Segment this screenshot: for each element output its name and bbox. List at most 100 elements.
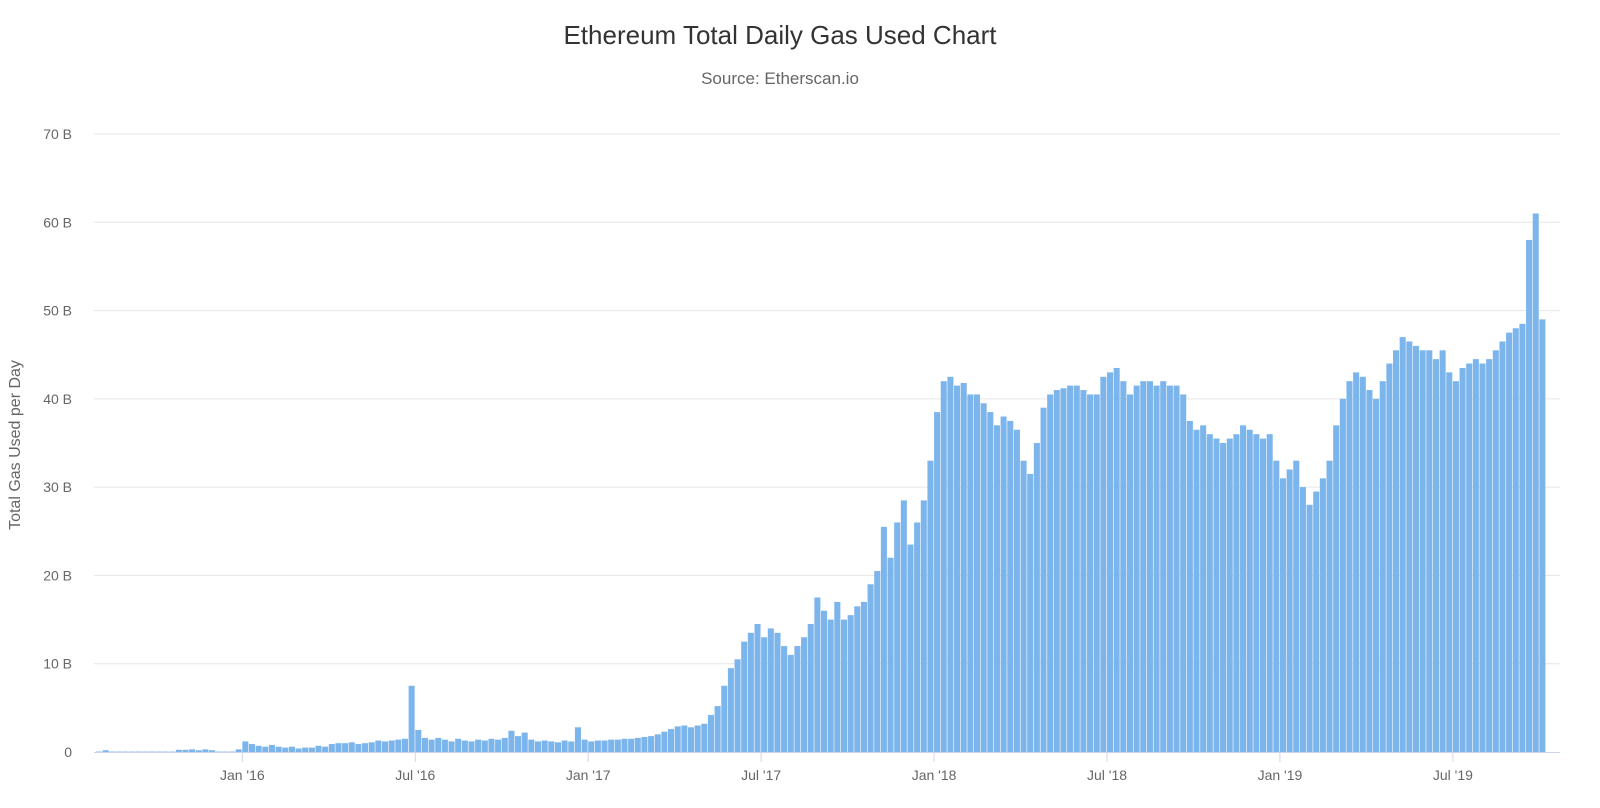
bar[interactable] bbox=[900, 500, 907, 752]
bar[interactable] bbox=[561, 740, 568, 752]
bar[interactable] bbox=[834, 601, 841, 752]
bar[interactable] bbox=[1220, 443, 1227, 752]
bar[interactable] bbox=[1526, 239, 1533, 752]
bar[interactable] bbox=[727, 668, 734, 752]
bar[interactable] bbox=[1479, 363, 1486, 752]
bar[interactable] bbox=[395, 739, 402, 752]
bar[interactable] bbox=[362, 743, 369, 752]
bar[interactable] bbox=[1120, 381, 1127, 752]
bar[interactable] bbox=[528, 739, 535, 752]
bar[interactable] bbox=[608, 739, 615, 752]
bar[interactable] bbox=[155, 751, 162, 753]
bar[interactable] bbox=[255, 745, 262, 752]
bar[interactable] bbox=[1293, 460, 1300, 752]
bar[interactable] bbox=[295, 748, 302, 752]
bar[interactable] bbox=[521, 732, 528, 752]
bar[interactable] bbox=[1499, 341, 1506, 752]
bar[interactable] bbox=[894, 522, 901, 752]
bar[interactable] bbox=[887, 557, 894, 752]
bar[interactable] bbox=[741, 641, 748, 752]
bar[interactable] bbox=[1472, 359, 1479, 752]
bar[interactable] bbox=[315, 745, 322, 752]
bar[interactable] bbox=[1233, 434, 1240, 752]
bar[interactable] bbox=[182, 749, 189, 752]
bar[interactable] bbox=[1333, 425, 1340, 752]
bar[interactable] bbox=[754, 623, 761, 752]
bar[interactable] bbox=[122, 751, 129, 753]
bar[interactable] bbox=[1020, 460, 1027, 752]
bar[interactable] bbox=[854, 606, 861, 752]
bar[interactable] bbox=[621, 738, 628, 752]
bar[interactable] bbox=[1160, 381, 1167, 752]
bar[interactable] bbox=[794, 646, 801, 752]
bar[interactable] bbox=[248, 744, 256, 752]
bar[interactable] bbox=[821, 610, 828, 752]
bar[interactable] bbox=[448, 741, 455, 752]
bar[interactable] bbox=[634, 737, 641, 752]
bar[interactable] bbox=[534, 741, 542, 752]
bar[interactable] bbox=[601, 740, 608, 752]
bar[interactable] bbox=[1492, 350, 1499, 752]
bar[interactable] bbox=[814, 597, 821, 753]
bar[interactable] bbox=[641, 736, 648, 752]
bar[interactable] bbox=[1093, 394, 1100, 752]
bar[interactable] bbox=[335, 743, 342, 752]
bar[interactable] bbox=[668, 729, 675, 752]
bar[interactable] bbox=[1366, 390, 1373, 752]
bar[interactable] bbox=[973, 394, 981, 752]
bar[interactable] bbox=[648, 736, 655, 752]
bar[interactable] bbox=[1126, 394, 1134, 752]
bar[interactable] bbox=[661, 731, 668, 752]
bar[interactable] bbox=[1113, 367, 1120, 752]
bar[interactable] bbox=[847, 615, 854, 752]
bar[interactable] bbox=[701, 723, 708, 752]
bar[interactable] bbox=[1412, 345, 1420, 752]
bar[interactable] bbox=[588, 741, 595, 752]
bar[interactable] bbox=[1326, 460, 1333, 752]
bar[interactable] bbox=[229, 751, 236, 753]
bar[interactable] bbox=[135, 751, 142, 753]
bar[interactable] bbox=[767, 628, 774, 752]
bar[interactable] bbox=[149, 751, 156, 753]
bar[interactable] bbox=[681, 725, 688, 752]
bar[interactable] bbox=[707, 714, 714, 752]
bar[interactable] bbox=[302, 747, 309, 752]
bar[interactable] bbox=[268, 744, 275, 752]
bar[interactable] bbox=[1193, 429, 1200, 752]
bar[interactable] bbox=[1539, 319, 1546, 752]
bar[interactable] bbox=[342, 743, 349, 752]
bar[interactable] bbox=[1279, 478, 1286, 752]
bar[interactable] bbox=[674, 726, 681, 752]
bar[interactable] bbox=[368, 742, 375, 752]
bar[interactable] bbox=[435, 737, 442, 752]
bar[interactable] bbox=[993, 425, 1000, 752]
bar[interactable] bbox=[1253, 434, 1260, 752]
bar[interactable] bbox=[1373, 398, 1380, 752]
bar[interactable] bbox=[734, 659, 741, 752]
bar[interactable] bbox=[1393, 350, 1400, 752]
bar[interactable] bbox=[461, 740, 468, 752]
bar[interactable] bbox=[1299, 487, 1306, 752]
bar[interactable] bbox=[1459, 367, 1466, 752]
bar[interactable] bbox=[1446, 372, 1453, 752]
bar[interactable] bbox=[1452, 381, 1459, 752]
bar[interactable] bbox=[1047, 394, 1054, 752]
bar[interactable] bbox=[654, 734, 661, 752]
bar[interactable] bbox=[1386, 363, 1393, 752]
bar[interactable] bbox=[441, 739, 448, 752]
bar[interactable] bbox=[1226, 438, 1233, 752]
bar[interactable] bbox=[1186, 420, 1193, 752]
bar[interactable] bbox=[288, 746, 295, 752]
bar[interactable] bbox=[96, 751, 103, 753]
bar[interactable] bbox=[401, 738, 409, 752]
bar[interactable] bbox=[628, 738, 635, 752]
bar[interactable] bbox=[475, 739, 482, 752]
bar[interactable] bbox=[242, 741, 249, 752]
bar[interactable] bbox=[1080, 390, 1087, 752]
bar[interactable] bbox=[541, 740, 548, 752]
bar[interactable] bbox=[468, 741, 475, 752]
bar[interactable] bbox=[355, 744, 362, 752]
bar[interactable] bbox=[1073, 385, 1080, 752]
bar[interactable] bbox=[1486, 359, 1493, 752]
bar[interactable] bbox=[508, 730, 515, 752]
